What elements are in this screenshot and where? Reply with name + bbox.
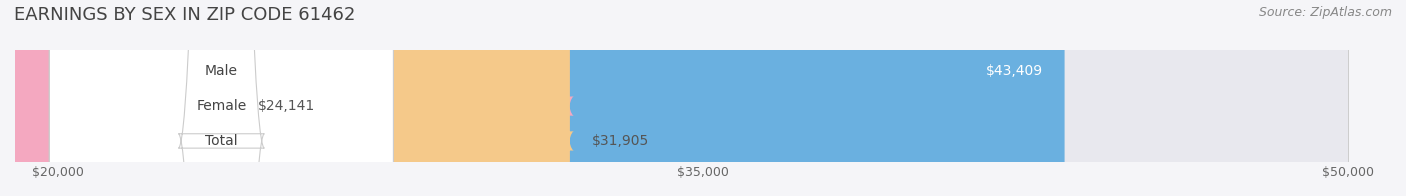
FancyBboxPatch shape <box>58 0 1348 196</box>
Text: Male: Male <box>205 64 238 78</box>
FancyBboxPatch shape <box>49 0 394 196</box>
FancyBboxPatch shape <box>58 0 1348 196</box>
FancyBboxPatch shape <box>49 0 394 196</box>
Text: $31,905: $31,905 <box>592 134 648 148</box>
Text: Total: Total <box>205 134 238 148</box>
Text: EARNINGS BY SEX IN ZIP CODE 61462: EARNINGS BY SEX IN ZIP CODE 61462 <box>14 6 356 24</box>
FancyBboxPatch shape <box>53 0 574 196</box>
Text: $43,409: $43,409 <box>986 64 1043 78</box>
FancyBboxPatch shape <box>0 0 574 196</box>
Text: Female: Female <box>197 99 246 113</box>
FancyBboxPatch shape <box>58 0 1348 196</box>
FancyBboxPatch shape <box>58 0 1064 196</box>
Text: $24,141: $24,141 <box>257 99 315 113</box>
Text: Source: ZipAtlas.com: Source: ZipAtlas.com <box>1258 6 1392 19</box>
FancyBboxPatch shape <box>49 0 394 196</box>
